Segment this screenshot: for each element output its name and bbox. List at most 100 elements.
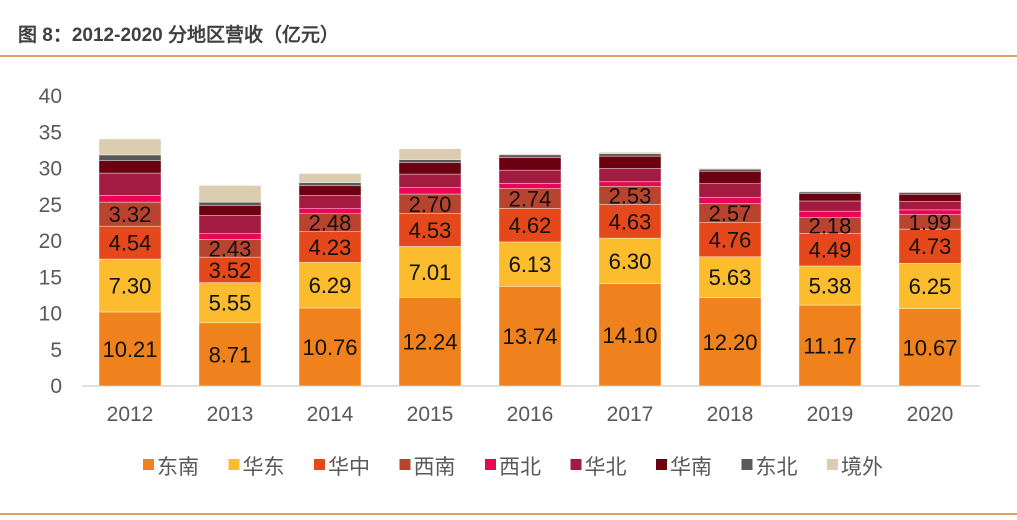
bar-segment: [598, 151, 662, 154]
x-tick-label: 2013: [207, 403, 254, 426]
bar-segment: [498, 169, 562, 184]
bar-segment: [398, 246, 462, 298]
bar-segment: [398, 213, 462, 247]
bar-segment: [698, 256, 762, 298]
x-tick-label: 2020: [907, 403, 954, 426]
legend-swatch: [399, 459, 411, 470]
bar-segment: [798, 265, 862, 306]
bar-segment: [498, 153, 562, 156]
x-tick-label: 2019: [807, 403, 854, 426]
y-tick-label: 35: [39, 121, 62, 144]
x-tick-label: 2012: [107, 403, 154, 426]
data-label: 10.76: [302, 335, 357, 360]
legend-label: 华东: [243, 456, 285, 479]
bar-segment: [798, 190, 862, 193]
bar-segment: [698, 197, 762, 204]
legend-label: 华北: [585, 456, 627, 479]
bar-segment: [898, 308, 962, 387]
bar-segment: [298, 231, 362, 263]
bar-segment: [898, 228, 962, 264]
data-label: 2.53: [609, 183, 652, 208]
data-label: 14.10: [602, 323, 657, 348]
legend-swatch: [228, 459, 240, 470]
x-tick-label: 2014: [307, 403, 354, 426]
bar-segment: [398, 162, 462, 175]
legend-swatch: [570, 459, 582, 470]
x-tick-label: 2017: [607, 403, 654, 426]
data-label: 6.29: [309, 273, 352, 298]
bar-segment: [898, 209, 962, 215]
bar-segment: [898, 194, 962, 202]
bar-segment: [98, 201, 162, 227]
bar-segment: [398, 297, 462, 387]
y-tick-label: 5: [50, 339, 62, 362]
data-label: 7.01: [409, 260, 452, 285]
top-divider: [0, 55, 1017, 57]
x-tick-label: 2015: [407, 403, 454, 426]
bar-segment: [698, 222, 762, 257]
bar-segment: [98, 160, 162, 174]
bar-segment: [898, 191, 962, 193]
bar-segment: [798, 193, 862, 202]
data-label: 5.38: [809, 274, 852, 299]
data-label: 7.30: [109, 274, 152, 299]
y-tick-label: 25: [39, 194, 62, 217]
data-label: 4.63: [609, 209, 652, 234]
data-label: 6.30: [609, 249, 652, 274]
data-label: 4.53: [409, 218, 452, 243]
bar-segment: [898, 263, 962, 309]
bar-segment: [98, 172, 162, 196]
bar-segment: [698, 297, 762, 387]
legend-swatch: [485, 459, 496, 470]
y-tick-label: 40: [39, 85, 62, 108]
bar-segment: [598, 237, 662, 284]
bar-segment: [598, 181, 662, 187]
bar-segment: [798, 200, 862, 212]
data-label: 2.74: [509, 187, 552, 212]
data-label: 10.21: [102, 337, 157, 362]
data-label: 12.24: [402, 330, 457, 355]
bar-segment: [398, 159, 462, 163]
bar-segment: [198, 256, 262, 283]
bar-segment: [498, 157, 562, 171]
y-tick-label: 20: [39, 230, 62, 253]
bar-segment: [298, 208, 362, 214]
legend-swatch: [656, 459, 667, 470]
legend-label: 东北: [756, 456, 798, 479]
data-label: 4.62: [509, 213, 552, 238]
bar-segment: [798, 191, 862, 194]
data-label: 2.43: [209, 236, 252, 261]
bar-segment: [98, 311, 162, 387]
data-label: 13.74: [502, 324, 557, 349]
bar-segment: [898, 192, 962, 195]
bar-segment: [98, 195, 162, 203]
bar-segment: [298, 185, 362, 196]
data-label: 2.57: [709, 201, 752, 226]
bar-segment: [98, 225, 162, 260]
data-label: 3.32: [109, 202, 152, 227]
data-label: 6.25: [909, 274, 952, 299]
legend-label: 西南: [414, 456, 456, 479]
legend-label: 西北: [499, 456, 541, 479]
bar-segment: [498, 183, 562, 189]
bar-segment: [198, 185, 262, 203]
bar-segment: [598, 153, 662, 157]
data-label: 8.71: [209, 342, 252, 367]
bar-segment: [98, 138, 162, 156]
data-label: 10.67: [902, 335, 957, 360]
x-tick-label: 2018: [707, 403, 754, 426]
y-tick-label: 0: [50, 375, 62, 398]
bar-segment: [598, 168, 662, 183]
bar-segment: [398, 187, 462, 195]
data-label: 4.73: [909, 234, 952, 259]
data-label: 4.76: [709, 227, 752, 252]
data-label: 5.55: [209, 291, 252, 316]
bar-segment: [898, 201, 962, 211]
bar-segment: [398, 173, 462, 188]
chart-title: 图 8：2012-2020 分地区营收（亿元）: [18, 25, 339, 46]
data-label: 12.20: [702, 330, 757, 355]
bar-segment: [598, 204, 662, 239]
bar-segment: [798, 210, 862, 218]
bar-segment: [698, 171, 762, 184]
